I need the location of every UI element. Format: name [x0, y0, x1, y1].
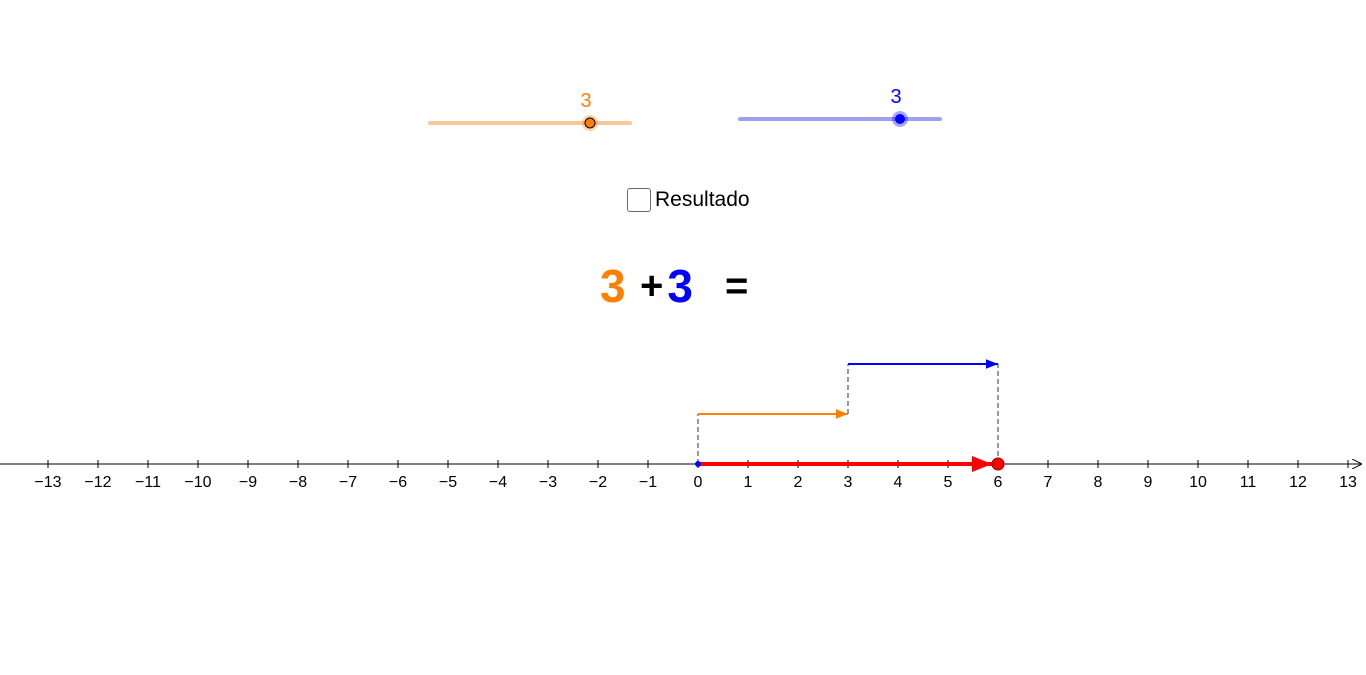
tick-label: 9: [1144, 474, 1153, 491]
tick-label: 4: [894, 474, 903, 491]
slider-a[interactable]: 3: [428, 90, 632, 131]
tick-label: −5: [439, 474, 457, 491]
tick-label: 2: [794, 474, 803, 491]
slider-b[interactable]: 3: [738, 86, 942, 127]
tick-label: −13: [34, 474, 61, 491]
tick-label: 12: [1289, 474, 1307, 491]
tick-label: 6: [994, 474, 1003, 491]
dashed-guides: [697, 364, 999, 464]
tick-label: 1: [744, 474, 753, 491]
tick-label: 3: [844, 474, 853, 491]
tick-label: −6: [389, 474, 407, 491]
tick-label: −8: [289, 474, 307, 491]
tick-label: −7: [339, 474, 357, 491]
number-line-ticks: −13 −12 −11 −10 −9 −8 −7 −6 −5 −4 −3 −2 −1 0 1 2 3 4 5 6 7 8 9…: [34, 460, 1357, 491]
tick-label: 8: [1094, 474, 1103, 491]
tick-label: −12: [84, 474, 111, 491]
tick-label: −2: [589, 474, 607, 491]
equation-b: 3: [667, 260, 693, 312]
slider-b-handle[interactable]: [895, 114, 905, 124]
tick-label: −10: [184, 474, 211, 491]
slider-b-value: 3: [890, 86, 901, 108]
slider-a-handle[interactable]: [584, 117, 596, 129]
equation: 3 + 3 =: [600, 256, 748, 316]
tick-label: −1: [639, 474, 657, 491]
checkbox-label: Resultado: [655, 188, 750, 211]
origin-point[interactable]: [695, 461, 701, 467]
equation-equals: =: [724, 263, 749, 308]
tick-label: 0: [694, 474, 703, 491]
result-point[interactable]: [991, 457, 1005, 471]
equation-a: 3: [600, 260, 626, 312]
slider-a-value: 3: [580, 90, 591, 112]
tick-label: −11: [135, 474, 161, 491]
tick-label: −9: [239, 474, 257, 491]
tick-label: 5: [944, 474, 953, 491]
checkbox-box[interactable]: [627, 188, 651, 212]
tick-label: 13: [1339, 474, 1357, 491]
equation-plus: +: [640, 263, 664, 308]
tick-label: −3: [539, 474, 557, 491]
tick-label: 7: [1044, 474, 1053, 491]
tick-label: 10: [1189, 474, 1207, 491]
tick-label: −4: [489, 474, 507, 491]
resultado-checkbox[interactable]: Resultado: [627, 186, 750, 214]
tick-label: 11: [1240, 474, 1257, 491]
